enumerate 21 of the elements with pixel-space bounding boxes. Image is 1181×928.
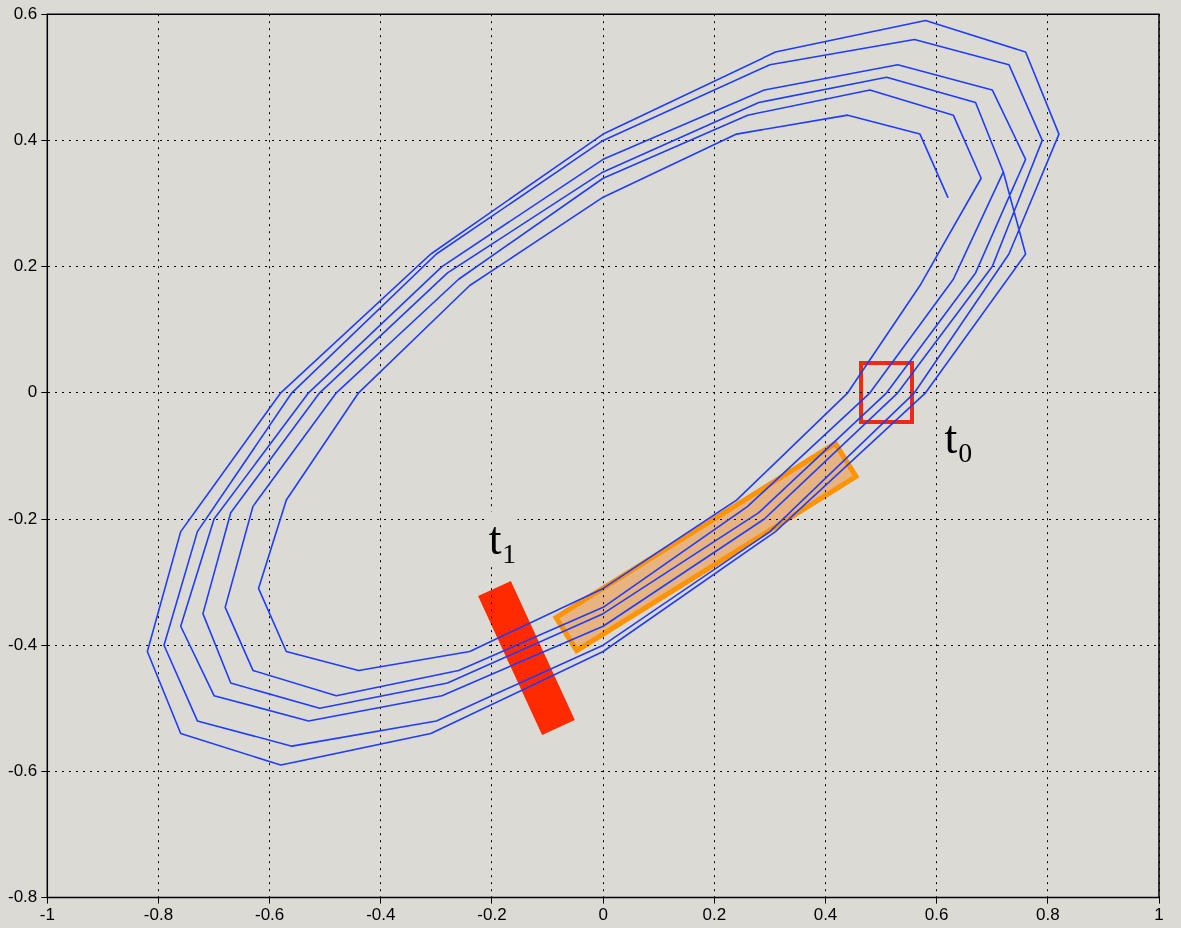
y-tick-label: 0.6 (13, 3, 38, 23)
x-tick-label: 0.2 (702, 905, 727, 925)
y-tick-label: 0.2 (13, 256, 38, 276)
y-tick-label: -0.8 (8, 887, 38, 907)
x-tick-label: -1 (39, 905, 55, 925)
y-tick-label: 0.4 (13, 130, 38, 150)
annotation: t₁ (488, 511, 518, 565)
x-tick-label: 0.4 (813, 905, 838, 925)
x-tick-label: -0.2 (477, 905, 507, 925)
x-tick-label: -0.4 (366, 905, 396, 925)
x-tick-label: 0.8 (1036, 905, 1060, 925)
y-tick-label: -0.2 (8, 508, 38, 528)
annotation: t₀ (944, 410, 974, 464)
y-tick-label: -0.6 (8, 761, 38, 781)
x-tick-label: 0 (598, 905, 608, 925)
x-tick-label: -0.6 (254, 905, 285, 925)
x-tick-label: 1 (1154, 905, 1164, 925)
x-tick-label: 0.6 (924, 905, 949, 925)
x-tick-label: -0.8 (143, 905, 174, 925)
y-tick-label: 0 (27, 382, 38, 402)
y-tick-label: -0.4 (8, 634, 38, 654)
